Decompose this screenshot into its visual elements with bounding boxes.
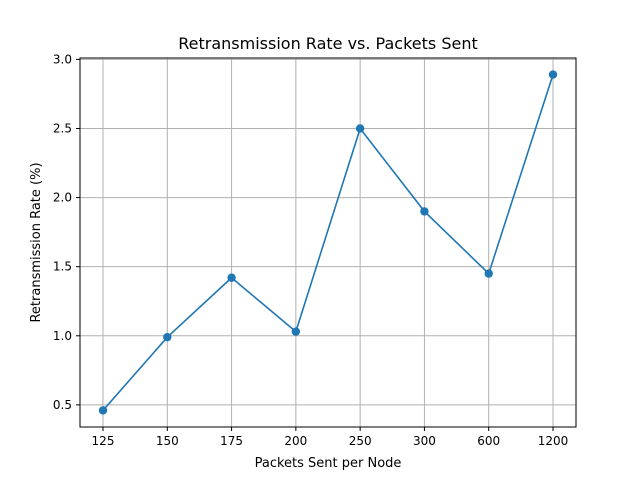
data-point [355,124,365,133]
y-tick-label: 1.0 [53,329,72,343]
y-tick-label: 1.5 [53,260,72,274]
x-tick-label: 175 [220,434,243,448]
y-tick-label: 3.0 [53,52,72,66]
x-tick-label: 250 [349,434,372,448]
plot-frame [79,57,577,428]
y-tick-label: 2.0 [53,191,72,205]
y-axis-label: Retransmission Rate (%) [29,162,44,322]
data-point [291,327,301,336]
x-tick-label: 150 [156,434,179,448]
data-point [484,269,493,278]
grid [80,58,576,427]
axis-ticks: 125 150 175 200 250 300 600 1200 0.5 1.0 1.5 2.0 2.5… [53,52,568,448]
chart-title: Retransmission Rate vs. Packets Sent [178,34,477,53]
x-tick-label: 125 [92,434,115,448]
x-tick-label: 1200 [538,434,569,448]
x-axis-label: Packets Sent per Node [255,456,402,471]
x-tick-label: 300 [413,434,436,448]
data-point [227,273,236,282]
data-point [548,70,558,79]
x-tick-label: 200 [284,434,307,448]
y-tick-label: 0.5 [53,398,72,412]
data-point [163,332,172,342]
series-line-group [98,70,558,415]
data-point [98,406,108,415]
y-tick-label: 2.5 [53,121,72,135]
x-tick-label: 600 [477,434,500,448]
data-point [420,207,429,216]
series-line [102,74,554,411]
